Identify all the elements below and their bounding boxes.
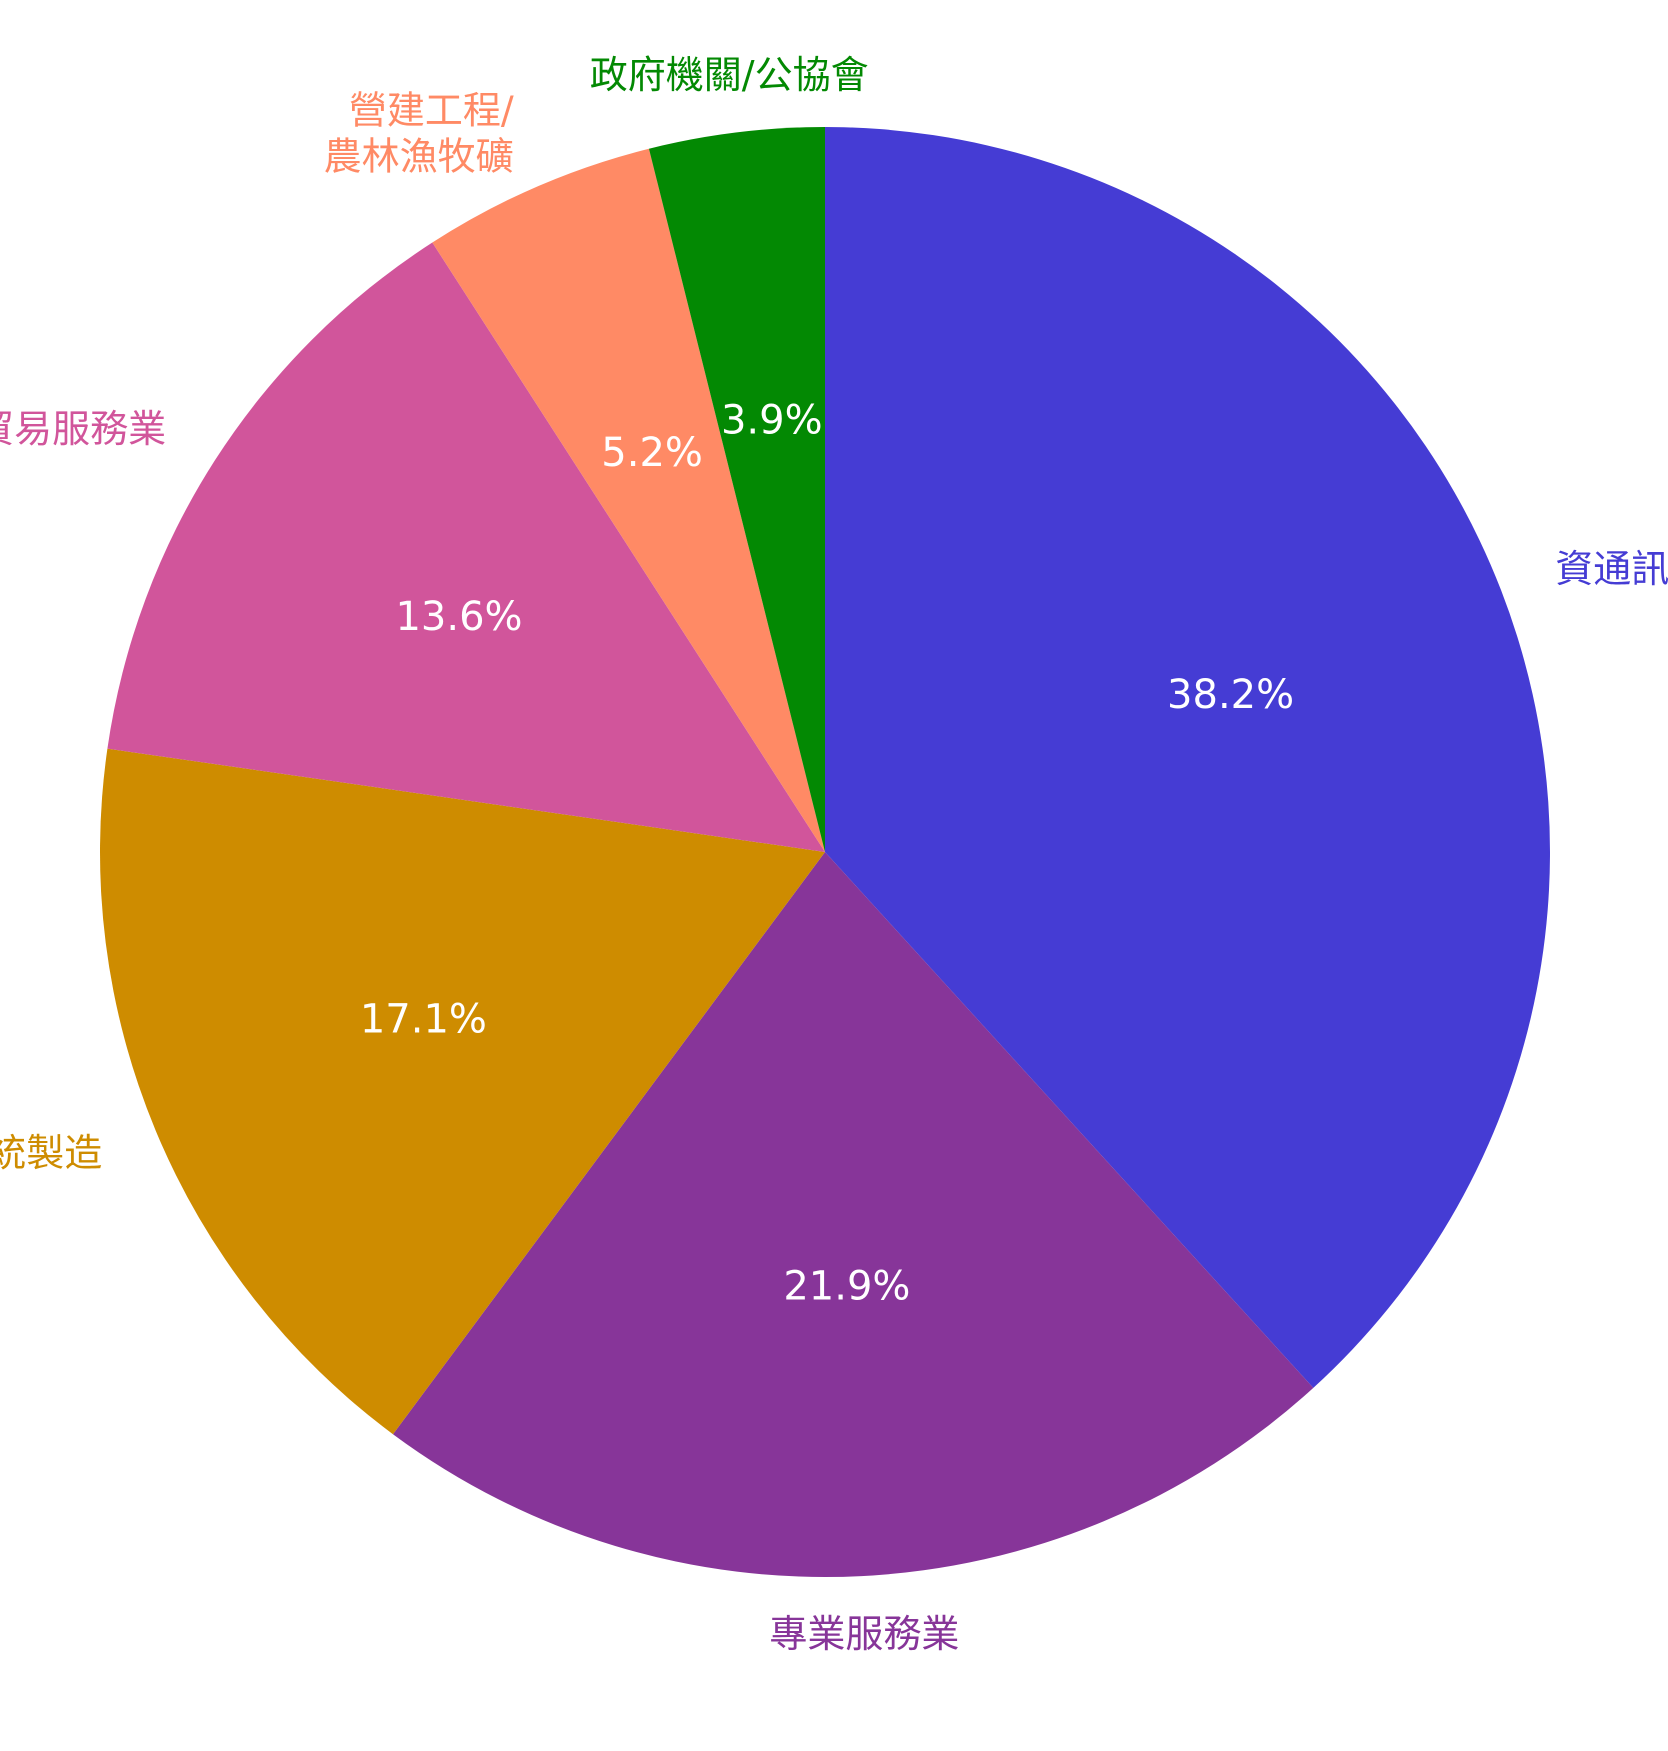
- pie-slice-0: [825, 127, 1550, 1388]
- slice-category-label-line: 政府機關/公協會: [590, 53, 869, 97]
- slice-category-label-line: 專業服務業: [769, 1612, 959, 1656]
- pie-slice-2: [100, 748, 825, 1435]
- pie-slice-1: [392, 852, 1314, 1578]
- slice-category-label-line: 零售貿易服務業: [0, 407, 166, 451]
- slice-value-label-1: 21.9%: [783, 1263, 910, 1309]
- slice-category-label-line: 農林漁牧礦: [324, 135, 514, 179]
- slice-value-label-2: 17.1%: [360, 996, 487, 1042]
- slice-category-label-line: 傳統製造: [0, 1131, 102, 1175]
- slice-value-label-3: 13.6%: [395, 594, 522, 640]
- slice-category-label-4: 營建工程/農林漁牧礦: [324, 89, 514, 179]
- labels-layer: 38.2% 資通訊科技(ICT) 21.9% 專業服務業 17.1% 傳統製造 13.6% 零…: [0, 53, 1668, 1656]
- slice-category-label-2: 傳統製造: [0, 1131, 102, 1175]
- pie-slice-3: [107, 242, 825, 853]
- slice-category-label-line: 營建工程/: [349, 89, 514, 133]
- slice-value-label-0: 38.2%: [1167, 672, 1294, 718]
- slice-category-label-0: 資通訊科技(ICT): [1555, 547, 1668, 591]
- slice-value-label-5: 3.9%: [721, 397, 823, 443]
- pie-slice-4: [432, 148, 825, 852]
- slice-category-label-5: 政府機關/公協會: [590, 53, 869, 97]
- slice-value-label-4: 5.2%: [601, 430, 703, 476]
- slice-category-label-3: 零售貿易服務業: [0, 407, 166, 451]
- slice-category-label-1: 專業服務業: [769, 1612, 959, 1656]
- pie-slice-5: [648, 127, 825, 852]
- slice-category-label-line: 資通訊科技(ICT): [1555, 547, 1668, 591]
- slices-layer: [100, 127, 1550, 1578]
